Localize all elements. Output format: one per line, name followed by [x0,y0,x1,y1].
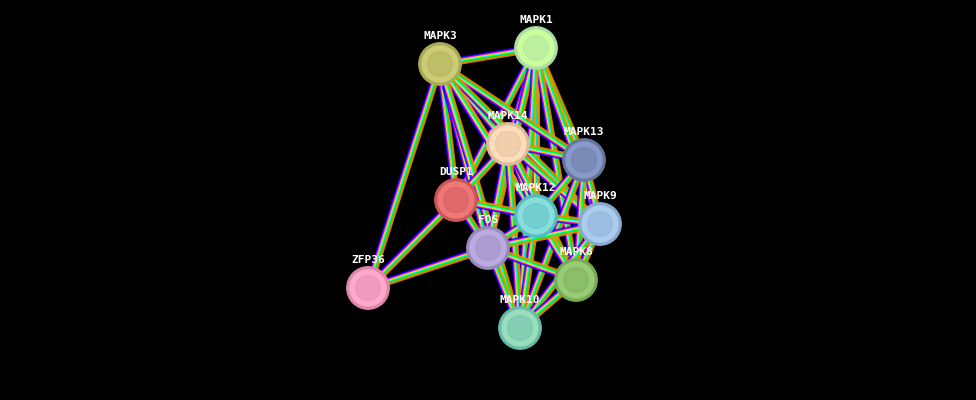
Circle shape [523,35,549,61]
Circle shape [554,259,597,301]
Text: MAPK8: MAPK8 [559,247,592,257]
Circle shape [582,206,618,242]
Circle shape [514,27,557,69]
Circle shape [499,307,542,349]
Circle shape [487,123,529,165]
Circle shape [566,142,602,178]
Circle shape [563,139,605,181]
Text: MAPK9: MAPK9 [583,191,617,201]
Circle shape [558,262,594,298]
Text: MAPK14: MAPK14 [488,111,528,121]
Text: ZFP36: ZFP36 [351,255,385,265]
Circle shape [508,315,533,341]
Text: FOS: FOS [478,215,498,225]
Text: MAPK13: MAPK13 [564,127,604,137]
Circle shape [490,126,526,162]
Circle shape [434,179,477,221]
Text: MAPK10: MAPK10 [500,295,541,305]
Circle shape [475,235,501,261]
Text: DUSP1: DUSP1 [439,167,473,177]
Circle shape [518,30,554,66]
Circle shape [496,131,520,156]
Circle shape [588,211,613,236]
Circle shape [355,275,381,301]
Circle shape [438,182,474,218]
Circle shape [579,203,621,245]
Circle shape [563,267,589,293]
Circle shape [470,230,506,266]
Circle shape [571,148,596,173]
Circle shape [419,43,462,85]
Circle shape [443,187,468,213]
Text: MAPK1: MAPK1 [519,15,552,25]
Circle shape [514,195,557,237]
Circle shape [502,310,538,346]
Text: MAPK12: MAPK12 [515,183,556,193]
Circle shape [422,46,458,82]
Circle shape [350,270,386,306]
Circle shape [346,267,389,309]
Circle shape [427,51,453,77]
Text: MAPK3: MAPK3 [424,31,457,41]
Circle shape [523,203,549,228]
Circle shape [467,227,509,269]
Circle shape [518,198,554,234]
